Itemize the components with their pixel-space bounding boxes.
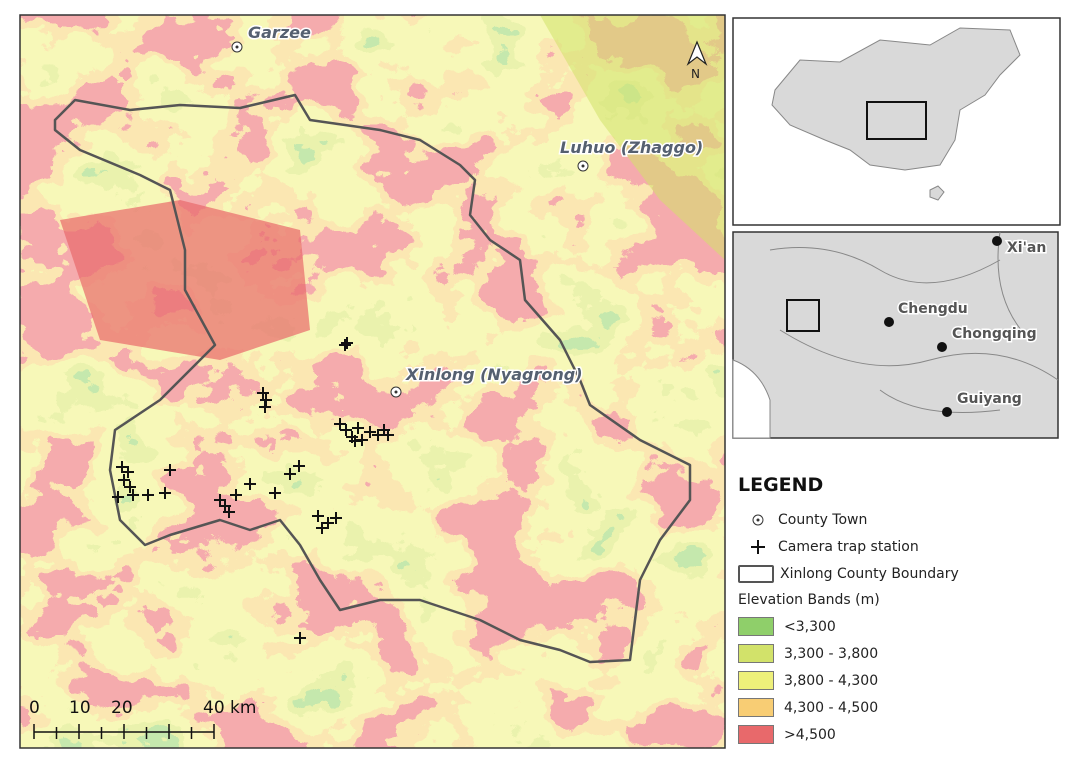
legend-band: >4,500 xyxy=(738,721,959,748)
elevation-title: Elevation Bands (m) xyxy=(738,592,880,608)
county-town-luhuo[interactable]: Luhuo (Zhaggo) xyxy=(559,137,705,172)
camera-trap-station xyxy=(159,487,171,499)
legend-band: 3,800 - 4,300 xyxy=(738,667,959,694)
camera-trap-station xyxy=(349,435,361,447)
camera-trap-station xyxy=(230,489,242,501)
camera-trap-station xyxy=(257,387,269,399)
camera-trap-station xyxy=(352,422,364,434)
scale-label: 0 xyxy=(29,698,40,718)
camera-trap-station xyxy=(334,418,346,430)
camera-trap-station xyxy=(312,510,324,522)
camera-trap-station xyxy=(223,506,235,518)
xinlong-county-boundary xyxy=(53,93,692,664)
camera-trap-station xyxy=(293,460,305,472)
band-label: >4,500 xyxy=(784,726,836,743)
city-label: Chengdu xyxy=(898,301,968,317)
town-label: Garzee xyxy=(248,23,311,42)
camera-trap-station xyxy=(164,464,176,476)
camera-trap-station xyxy=(127,489,139,501)
band-label: <3,300 xyxy=(784,618,836,635)
elevation-map xyxy=(20,15,725,748)
elevation-raster xyxy=(20,15,725,748)
valley-zone xyxy=(540,15,725,260)
region-inset: Xi'an Chengdu Chongqing Guiyang xyxy=(732,231,1059,439)
camera-trap-station xyxy=(341,337,353,349)
camera-trap-station xyxy=(364,426,376,438)
scale-label: 10 xyxy=(69,698,91,718)
extent-rectangle xyxy=(866,101,927,140)
camera-trap-station xyxy=(382,429,394,441)
camera-trap-station xyxy=(322,517,334,529)
north-label: N xyxy=(691,67,700,81)
band-label: 3,300 - 3,800 xyxy=(784,645,879,662)
legend-boundary: Xinlong County Boundary xyxy=(780,565,959,582)
camera-trap-station xyxy=(142,489,154,501)
legend-title: LEGEND xyxy=(738,474,824,496)
legend: LEGEND County Town Camera trap station X… xyxy=(738,474,959,748)
legend-band: <3,300 xyxy=(738,613,959,640)
camera-trap-station xyxy=(339,339,351,351)
band-swatch xyxy=(738,725,774,744)
scale-label: 40 km xyxy=(203,698,256,718)
town-label: Xinlong (Nyagrong) xyxy=(405,365,583,384)
scale-bar: 0 10 20 40 km xyxy=(29,698,256,739)
band-label: 4,300 - 4,500 xyxy=(784,699,879,716)
camera-trap-station xyxy=(124,481,136,493)
band-swatch xyxy=(738,671,774,690)
scale-label: 20 xyxy=(111,698,133,718)
band-label: 3,800 - 4,300 xyxy=(784,672,879,689)
band-swatch xyxy=(738,698,774,717)
county-town-icon xyxy=(738,513,778,527)
camera-trap-icon xyxy=(738,539,778,555)
legend-band: 4,300 - 4,500 xyxy=(738,694,959,721)
boundary-icon xyxy=(738,564,774,583)
camera-trap-station xyxy=(112,491,124,503)
legend-county-town: County Town xyxy=(778,511,868,528)
legend-band: 3,300 - 3,800 xyxy=(738,640,959,667)
map-frame xyxy=(19,14,726,749)
camera-trap-station xyxy=(330,512,342,524)
camera-trap-station xyxy=(122,466,134,478)
camera-traps xyxy=(112,337,394,644)
band-swatch xyxy=(738,644,774,663)
north-arrow-icon xyxy=(686,40,708,66)
camera-trap-station xyxy=(259,401,271,413)
legend-camera-trap: Camera trap station xyxy=(778,538,919,555)
extent-rectangle xyxy=(786,299,820,332)
town-label: Luhuo (Zhaggo) xyxy=(560,138,703,157)
camera-trap-station xyxy=(284,468,296,480)
camera-trap-station xyxy=(269,487,281,499)
county-town-garzee[interactable]: Garzee xyxy=(231,22,312,53)
county-town-xinlong[interactable]: Xinlong (Nyagrong) xyxy=(390,364,584,398)
city-label: Guiyang xyxy=(957,391,1022,407)
camera-trap-station xyxy=(340,424,352,436)
city-label: Chongqing xyxy=(952,326,1037,342)
band-swatch xyxy=(738,617,774,636)
camera-trap-station xyxy=(244,478,256,490)
north-arrow: N xyxy=(686,40,708,81)
camera-trap-station xyxy=(118,474,130,486)
china-inset xyxy=(732,17,1061,226)
city-label: Xi'an xyxy=(1007,240,1046,256)
camera-trap-station xyxy=(294,632,306,644)
china-outline xyxy=(771,27,1021,171)
